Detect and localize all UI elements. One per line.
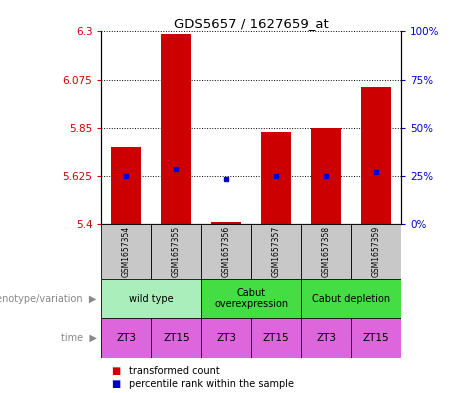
Bar [151,318,201,358]
Text: Cabut
overexpression: Cabut overexpression [214,288,288,309]
Text: GSM1657355: GSM1657355 [172,226,181,277]
Text: wild type: wild type [129,294,174,304]
Text: GSM1657358: GSM1657358 [322,226,331,277]
Text: GSM1657354: GSM1657354 [122,226,131,277]
Bar [351,224,401,279]
Text: ZT3: ZT3 [216,333,236,343]
Bar [201,224,251,279]
Bar [311,128,341,224]
Text: percentile rank within the sample: percentile rank within the sample [129,379,294,389]
Bar [151,224,201,279]
Title: GDS5657 / 1627659_at: GDS5657 / 1627659_at [174,17,329,30]
Bar [301,318,351,358]
Text: transformed count: transformed count [129,366,220,376]
Text: genotype/variation  ▶: genotype/variation ▶ [0,294,97,304]
Bar [101,224,151,279]
Text: GSM1657357: GSM1657357 [272,226,281,277]
Text: Cabut depletion: Cabut depletion [312,294,390,304]
Text: ZT15: ZT15 [163,333,189,343]
Bar [101,279,201,318]
Bar [251,318,301,358]
Bar [351,318,401,358]
Text: ZT15: ZT15 [363,333,390,343]
Text: ■: ■ [111,366,120,376]
Bar [251,224,301,279]
Bar [101,318,151,358]
Bar [201,318,251,358]
Text: ZT3: ZT3 [316,333,336,343]
Bar [201,279,301,318]
Bar [112,147,142,224]
Text: ■: ■ [111,379,120,389]
Text: GSM1657356: GSM1657356 [222,226,231,277]
Bar [161,33,191,224]
Bar [261,132,291,224]
Bar [361,87,391,224]
Bar [301,279,401,318]
Text: ZT15: ZT15 [263,333,290,343]
Bar [211,222,241,224]
Text: GSM1657359: GSM1657359 [372,226,381,277]
Text: time  ▶: time ▶ [61,333,97,343]
Text: ZT3: ZT3 [116,333,136,343]
Bar [301,224,351,279]
